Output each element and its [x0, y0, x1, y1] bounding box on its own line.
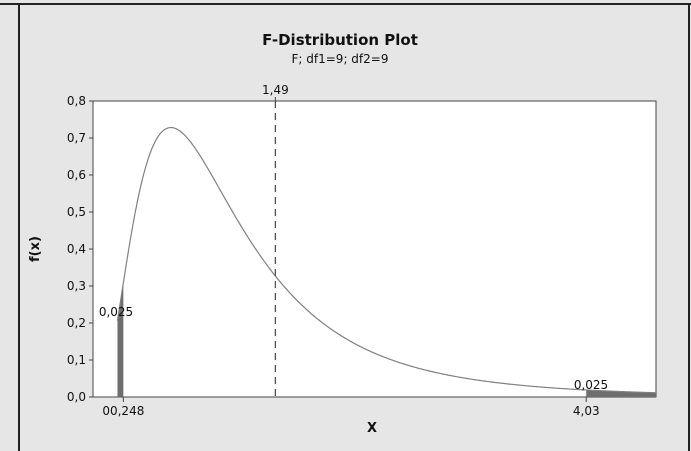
upper-tail-area — [586, 389, 656, 397]
chart-subtitle: F; df1=9; df2=9 — [292, 52, 389, 66]
upper-tail-area-label: 0,025 — [574, 378, 608, 392]
x-tick-label-lower: 00,248 — [102, 404, 144, 418]
y-tick-label: 0,6 — [67, 168, 86, 182]
plot-area — [92, 100, 657, 398]
y-tick-label: 0,8 — [67, 94, 86, 108]
y-tick-label: 0,2 — [67, 316, 86, 330]
y-axis-label: f(x) — [28, 236, 43, 262]
y-tick-label: 0,1 — [67, 353, 86, 367]
density-curve — [116, 126, 657, 394]
lower-tail-area-label: 0,025 — [99, 305, 133, 319]
y-tick-label: 0,4 — [67, 242, 86, 256]
reference-line-label: 1,49 — [262, 83, 289, 97]
y-tick-label: 0,5 — [67, 205, 86, 219]
chart-title: F-Distribution Plot — [262, 31, 418, 49]
y-tick-label: 0,3 — [67, 279, 86, 293]
y-tick-label: 0,0 — [67, 390, 86, 404]
y-axis-ticks: 0,0 0,1 0,2 0,3 0,4 0,5 0,6 0,7 0,8 — [67, 94, 93, 404]
x-tick-label-upper: 4,03 — [573, 404, 600, 418]
y-tick-label: 0,7 — [67, 131, 86, 145]
x-axis-label: X — [367, 421, 377, 436]
